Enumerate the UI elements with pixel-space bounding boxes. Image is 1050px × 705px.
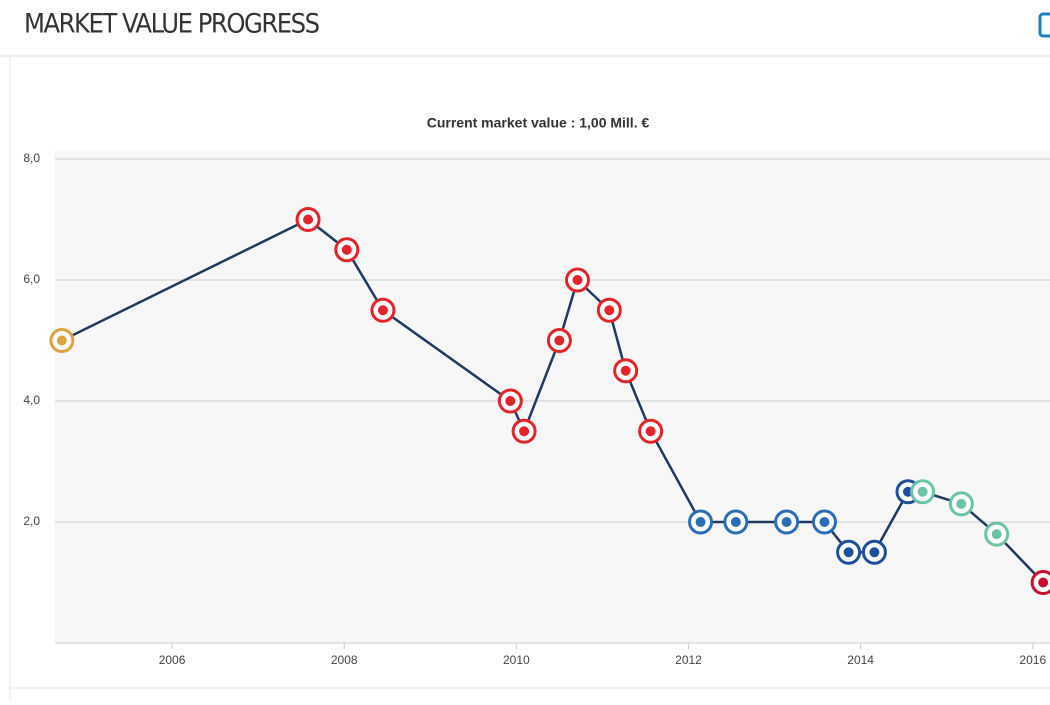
x-tick-label: 2008: [331, 653, 358, 667]
plot-area: [55, 150, 1050, 643]
x-tick-label: 2014: [847, 653, 874, 667]
chart-subtitle: Current market value : 1,00 Mill. €: [427, 115, 650, 131]
y-tick-label: 4,0: [23, 393, 40, 407]
page-title: MARKET VALUE PROGRESS: [24, 9, 320, 40]
y-tick-label: 6,0: [23, 272, 40, 286]
x-tick-label: 2010: [503, 653, 530, 667]
club-marker-core: [869, 547, 880, 558]
y-tick-label: 8,0: [23, 151, 40, 165]
club-marker-core: [303, 214, 314, 225]
club-marker-core: [819, 517, 830, 528]
club-marker-core: [377, 305, 388, 316]
club-marker-core: [341, 244, 352, 255]
club-marker-core: [695, 517, 706, 528]
header-bar: [0, 0, 1050, 56]
x-tick-label: 2012: [675, 653, 702, 667]
club-marker-core: [843, 547, 854, 558]
club-marker-core: [645, 426, 656, 437]
club-marker-core: [505, 396, 516, 407]
club-marker-core: [730, 517, 741, 528]
y-tick-label: 2,0: [23, 514, 40, 528]
club-marker-core: [781, 517, 792, 528]
club-marker-core: [572, 275, 583, 286]
club-marker-core: [917, 486, 928, 497]
club-marker-core: [1038, 577, 1049, 588]
club-marker-core: [991, 529, 1002, 540]
club-marker-core: [519, 426, 530, 437]
x-tick-label: 2016: [1019, 653, 1046, 667]
club-marker-core: [554, 335, 565, 346]
club-marker-core: [620, 365, 631, 376]
club-marker-core: [604, 305, 615, 316]
club-marker-core: [956, 498, 967, 509]
x-tick-label: 2006: [159, 653, 186, 667]
club-marker-core: [56, 335, 67, 346]
header-icon[interactable]: [1038, 12, 1050, 38]
